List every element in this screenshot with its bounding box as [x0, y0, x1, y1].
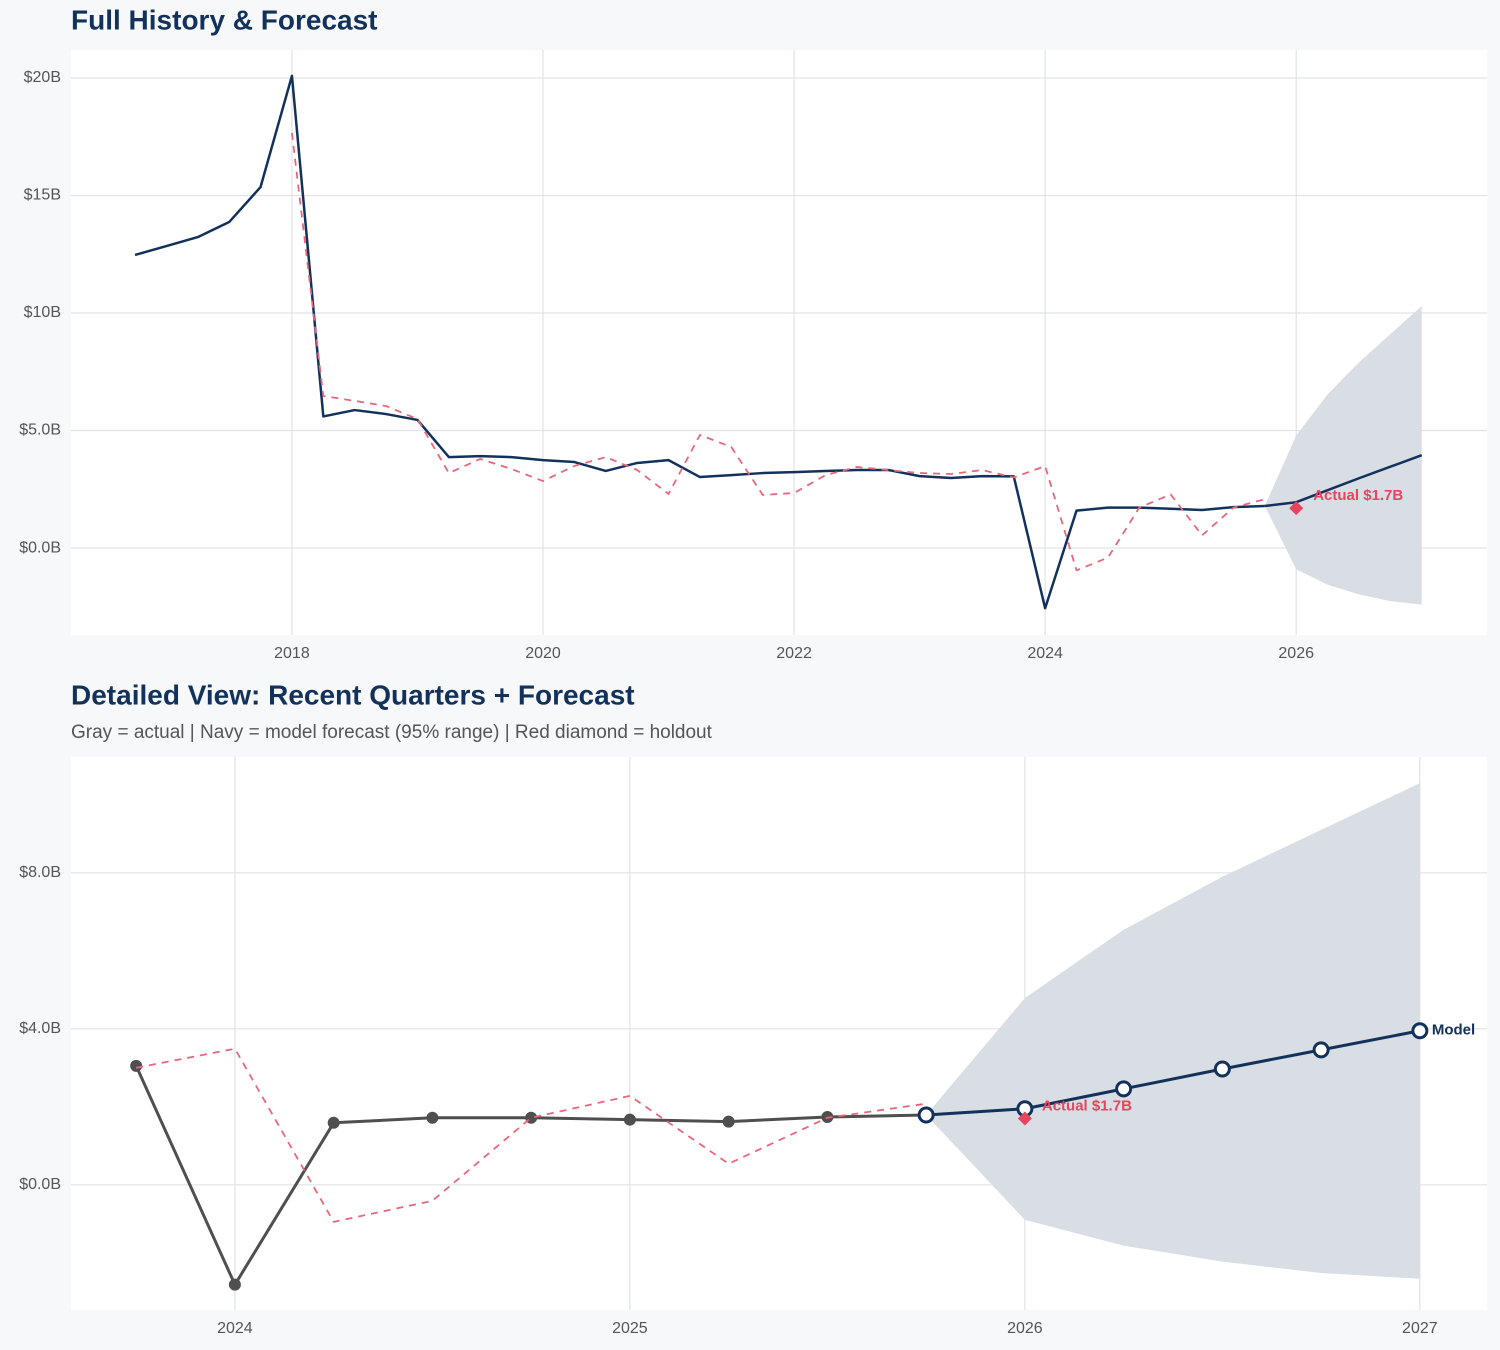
y-tick-label: $15B	[24, 187, 61, 204]
x-tick-label: 2018	[274, 645, 310, 662]
y-tick-label: $5.0B	[19, 422, 61, 439]
x-tick-label: 2025	[612, 1320, 648, 1337]
data-point	[1312, 1041, 1330, 1059]
series-line	[136, 1047, 927, 1223]
data-point	[1213, 1060, 1231, 1078]
data-point	[130, 1059, 143, 1072]
data-point	[623, 1113, 636, 1126]
holdout-marker	[1289, 501, 1304, 516]
data-point	[426, 1111, 439, 1124]
data-point	[228, 1278, 241, 1291]
x-tick-label: 2022	[776, 645, 812, 662]
series-line	[134, 74, 1265, 610]
chart-title: Full History & Forecast	[71, 4, 378, 35]
forecast-band	[1264, 305, 1422, 605]
data-point	[1115, 1080, 1133, 1098]
chart-title: Detailed View: Recent Quarters + Forecas…	[71, 679, 635, 710]
x-tick-label: 2026	[1007, 1320, 1043, 1337]
holdout-label: Actual $1.7B	[1042, 1097, 1132, 1114]
y-tick-label: $8.0B	[19, 864, 61, 881]
holdout-label: Actual $1.7B	[1313, 487, 1403, 504]
x-tick-label: 2027	[1402, 1320, 1438, 1337]
holdout-marker	[1017, 1111, 1032, 1126]
data-point	[917, 1106, 935, 1124]
data-point	[1411, 1022, 1429, 1040]
x-tick-label: 2026	[1278, 645, 1314, 662]
series-label: Model	[1432, 1022, 1475, 1039]
y-tick-label: $4.0B	[19, 1020, 61, 1037]
y-tick-label: $0.0B	[19, 539, 61, 556]
chart-subtitle: Gray = actual | Navy = model forecast (9…	[71, 722, 713, 743]
data-point	[327, 1116, 340, 1129]
x-tick-label: 2020	[525, 645, 561, 662]
forecast-band	[926, 783, 1420, 1279]
series-line	[291, 132, 1266, 572]
y-tick-label: $20B	[24, 69, 61, 86]
data-point	[722, 1115, 735, 1128]
y-tick-label: $0.0B	[19, 1176, 61, 1193]
y-tick-label: $10B	[24, 304, 61, 321]
x-tick-label: 2024	[1027, 645, 1063, 662]
x-tick-label: 2024	[217, 1320, 253, 1337]
series-line	[926, 1029, 1421, 1117]
series-line	[1264, 454, 1423, 508]
plot-area	[71, 50, 1487, 635]
